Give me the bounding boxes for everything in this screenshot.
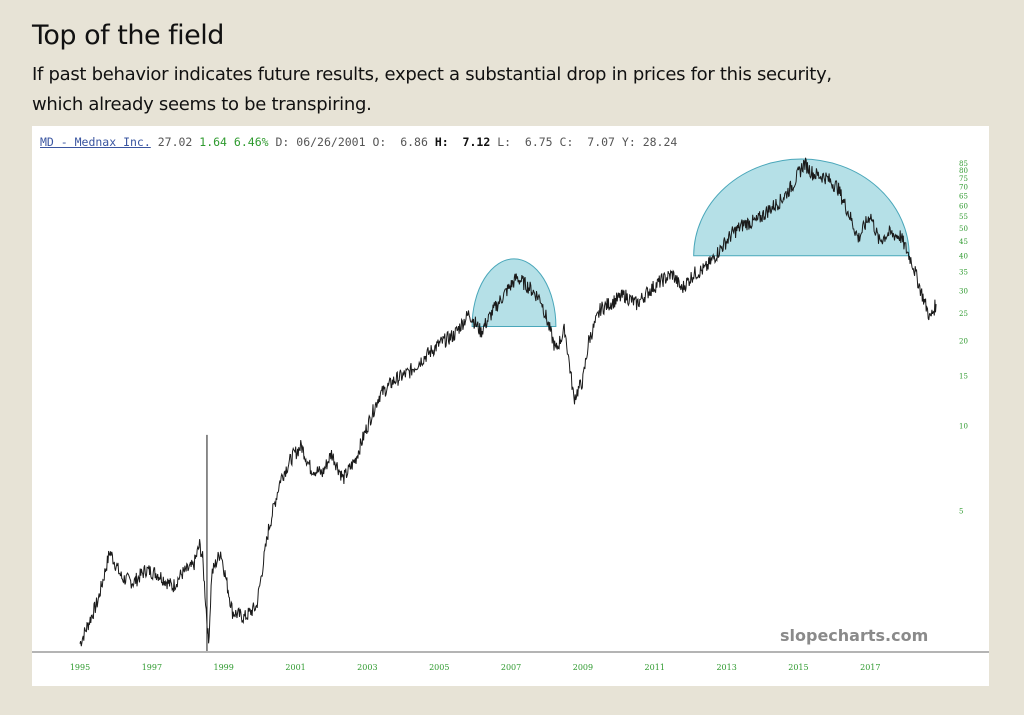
y-tick-label-70: 70 — [959, 184, 968, 192]
y-tick-label-25: 25 — [959, 310, 968, 318]
top-dome-1 — [471, 258, 557, 327]
x-tick-label-2005: 2005 — [429, 663, 449, 672]
x-tick-label-2015: 2015 — [788, 663, 808, 672]
x-tick-label-2011: 2011 — [645, 663, 665, 672]
x-tick-label-2007: 2007 — [501, 663, 521, 672]
y-tick-label-20: 20 — [959, 337, 968, 345]
y-tick-label-40: 40 — [959, 252, 968, 260]
open-value: 6.86 — [400, 135, 428, 149]
symbol-link[interactable]: MD - Mednax Inc. — [40, 135, 151, 149]
y-label: Y: — [621, 135, 636, 149]
x-tick-label-1997: 1997 — [142, 663, 162, 672]
y-tick-label-15: 15 — [959, 373, 968, 381]
y-tick-label-55: 55 — [959, 213, 968, 221]
low-label: L: — [497, 135, 512, 149]
date-value: 06/26/2001 — [296, 135, 366, 149]
y-tick-label-45: 45 — [959, 238, 968, 246]
x-tick-label-2001: 2001 — [285, 663, 305, 672]
subhead-line-1: If past behavior indicates future result… — [32, 64, 832, 85]
y-tick-label-60: 60 — [959, 203, 968, 211]
y-tick-label-10: 10 — [959, 423, 968, 431]
y-tick-label-75: 75 — [959, 175, 968, 183]
price-chart[interactable]: 1995 1997 1999 2001 2003 2005 2007 2009 2011 2013… — [32, 126, 989, 686]
close-value: 7.07 — [587, 135, 615, 149]
x-tick-label-2003: 2003 — [357, 663, 377, 672]
y-tick-label-30: 30 — [959, 288, 968, 296]
open-label: O: — [372, 135, 387, 149]
price-change-pct: 6.46% — [233, 135, 269, 149]
last-price: 27.02 — [157, 135, 193, 149]
watermark: slopecharts.com — [780, 626, 929, 645]
y-tick-label-50: 50 — [959, 225, 968, 233]
subhead-line-2: which already seems to be transpiring. — [32, 94, 372, 115]
y-tick-label-5: 5 — [959, 508, 963, 516]
price-line — [79, 157, 937, 647]
subhead: If past behavior indicates future result… — [32, 60, 932, 120]
y-tick-label-35: 35 — [959, 269, 968, 277]
chart-panel[interactable]: 1995 1997 1999 2001 2003 2005 2007 2009 2011 2013… — [32, 126, 989, 686]
y-value: 28.24 — [642, 135, 678, 149]
x-tick-label-2017: 2017 — [860, 663, 880, 672]
close-label: C: — [559, 135, 574, 149]
x-tick-label-2009: 2009 — [573, 663, 593, 672]
high-value: 7.12 — [462, 135, 491, 149]
price-change: 1.64 — [199, 135, 227, 149]
y-tick-label-85: 85 — [959, 160, 968, 168]
low-value: 6.75 — [524, 135, 553, 149]
x-tick-label-1995: 1995 — [70, 663, 90, 672]
quote-line: MD - Mednax Inc. 27.02 1.64 6.46% D: 06/… — [40, 135, 677, 149]
y-tick-label-80: 80 — [959, 167, 968, 175]
x-tick-label-2013: 2013 — [716, 663, 736, 672]
date-label: D: — [275, 135, 290, 149]
y-tick-label-65: 65 — [959, 193, 968, 201]
high-label: H: — [434, 135, 449, 149]
x-tick-label-1999: 1999 — [214, 663, 234, 672]
headline: Top of the field — [32, 20, 224, 51]
